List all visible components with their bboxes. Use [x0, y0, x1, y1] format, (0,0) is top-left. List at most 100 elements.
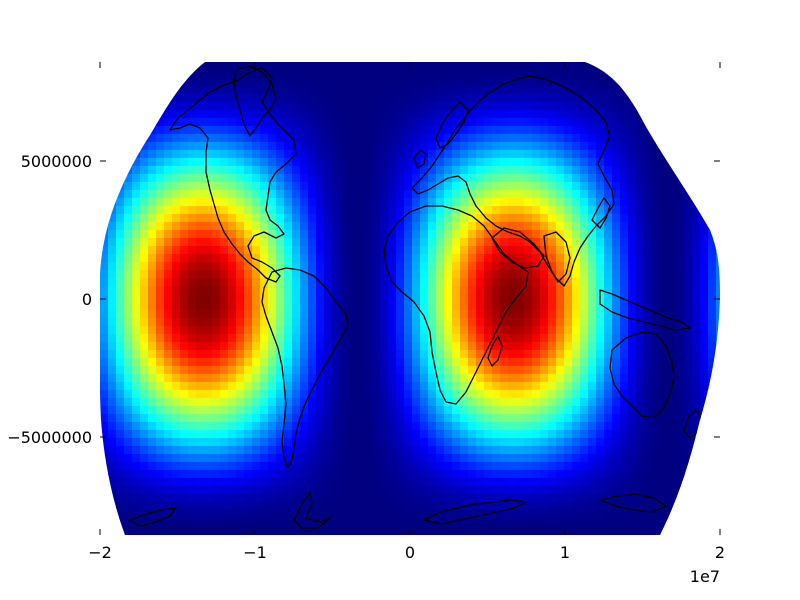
heatmap-cell: [196, 262, 205, 271]
heatmap-cell: [540, 366, 549, 375]
heatmap-cell: [308, 326, 317, 335]
heatmap-cell: [372, 430, 381, 439]
heatmap-cell: [452, 166, 461, 175]
heatmap-cell: [396, 254, 405, 263]
heatmap-cell: [436, 478, 445, 487]
heatmap-cell: [692, 294, 701, 303]
heatmap-cell: [276, 302, 285, 311]
heatmap-cell: [484, 198, 493, 207]
heatmap-cell: [396, 486, 405, 495]
heatmap-cell: [116, 254, 125, 263]
heatmap-cell: [140, 454, 149, 463]
heatmap-cell: [420, 502, 429, 511]
heatmap-cell: [252, 70, 261, 79]
heatmap-cell: [124, 254, 133, 263]
heatmap-cell: [140, 494, 149, 503]
heatmap-cell: [372, 134, 381, 143]
heatmap-cell: [236, 526, 245, 535]
heatmap-cell: [628, 230, 637, 239]
heatmap-cell: [604, 326, 613, 335]
heatmap-cell: [148, 70, 157, 79]
heatmap-cell: [124, 534, 133, 535]
heatmap-cell: [188, 86, 197, 95]
heatmap-cell: [276, 94, 285, 103]
heatmap-cell: [644, 382, 653, 391]
heatmap-cell: [332, 278, 341, 287]
heatmap-cell: [596, 422, 605, 431]
heatmap-cell: [564, 534, 573, 535]
heatmap-cell: [524, 166, 533, 175]
heatmap-cell: [420, 246, 429, 255]
heatmap-cell: [476, 326, 485, 335]
heatmap-cell: [228, 406, 237, 415]
heatmap-cell: [348, 446, 357, 455]
heatmap-cell: [492, 190, 501, 199]
heatmap-cell: [708, 254, 717, 263]
heatmap-cell: [132, 262, 141, 271]
heatmap-cell: [476, 214, 485, 223]
heatmap-cell: [300, 438, 309, 447]
heatmap-cell: [516, 318, 525, 327]
heatmap-cell: [116, 158, 125, 167]
heatmap-cell: [484, 350, 493, 359]
heatmap-cell: [620, 318, 629, 327]
heatmap-cell: [100, 334, 109, 343]
heatmap-cell: [500, 102, 509, 111]
heatmap-cell: [292, 398, 301, 407]
heatmap-cell: [476, 486, 485, 495]
heatmap-cell: [220, 534, 229, 535]
heatmap-cell: [580, 78, 589, 87]
heatmap-cell: [116, 302, 125, 311]
heatmap-cell: [692, 518, 701, 527]
heatmap-cell: [204, 166, 213, 175]
heatmap-cell: [276, 366, 285, 375]
heatmap-cell: [668, 526, 677, 535]
heatmap-cell: [652, 94, 661, 103]
heatmap-cell: [708, 518, 717, 527]
heatmap-cell: [276, 134, 285, 143]
heatmap-cell: [412, 94, 421, 103]
heatmap-cell: [428, 454, 437, 463]
heatmap-cell: [652, 126, 661, 135]
heatmap-cell: [220, 358, 229, 367]
heatmap-cell: [276, 518, 285, 527]
heatmap-cell: [396, 70, 405, 79]
heatmap-cell: [212, 158, 221, 167]
heatmap-cell: [284, 70, 293, 79]
heatmap-cell: [156, 470, 165, 479]
heatmap-cell: [132, 190, 141, 199]
heatmap-cell: [444, 230, 453, 239]
heatmap-cell: [516, 206, 525, 215]
heatmap-cell: [708, 198, 717, 207]
heatmap-cell: [676, 182, 685, 191]
heatmap-cell: [644, 150, 653, 159]
heatmap-cell: [540, 222, 549, 231]
heatmap-cell: [532, 406, 541, 415]
heatmap-cell: [356, 126, 365, 135]
heatmap-cell: [324, 222, 333, 231]
heatmap-cell: [628, 190, 637, 199]
heatmap-cell: [148, 230, 157, 239]
heatmap-cell: [276, 510, 285, 519]
heatmap-cell: [676, 446, 685, 455]
coastline-north-america: [169, 67, 297, 283]
heatmap-cell: [196, 534, 205, 535]
heatmap-cell: [300, 446, 309, 455]
heatmap-cell: [484, 494, 493, 503]
heatmap-cell: [188, 414, 197, 423]
heatmap-cell: [524, 486, 533, 495]
heatmap-cell: [380, 238, 389, 247]
heatmap-cell: [644, 214, 653, 223]
heatmap-cell: [196, 454, 205, 463]
heatmap-cell: [444, 326, 453, 335]
heatmap-cell: [220, 366, 229, 375]
heatmap-cell: [604, 462, 613, 471]
heatmap-cell: [148, 526, 157, 535]
heatmap-cell: [284, 102, 293, 111]
heatmap-cell: [492, 510, 501, 519]
heatmap-cell: [364, 70, 373, 79]
heatmap-cell: [188, 454, 197, 463]
heatmap-cell: [356, 262, 365, 271]
heatmap-cell: [532, 478, 541, 487]
heatmap-cell: [220, 174, 229, 183]
